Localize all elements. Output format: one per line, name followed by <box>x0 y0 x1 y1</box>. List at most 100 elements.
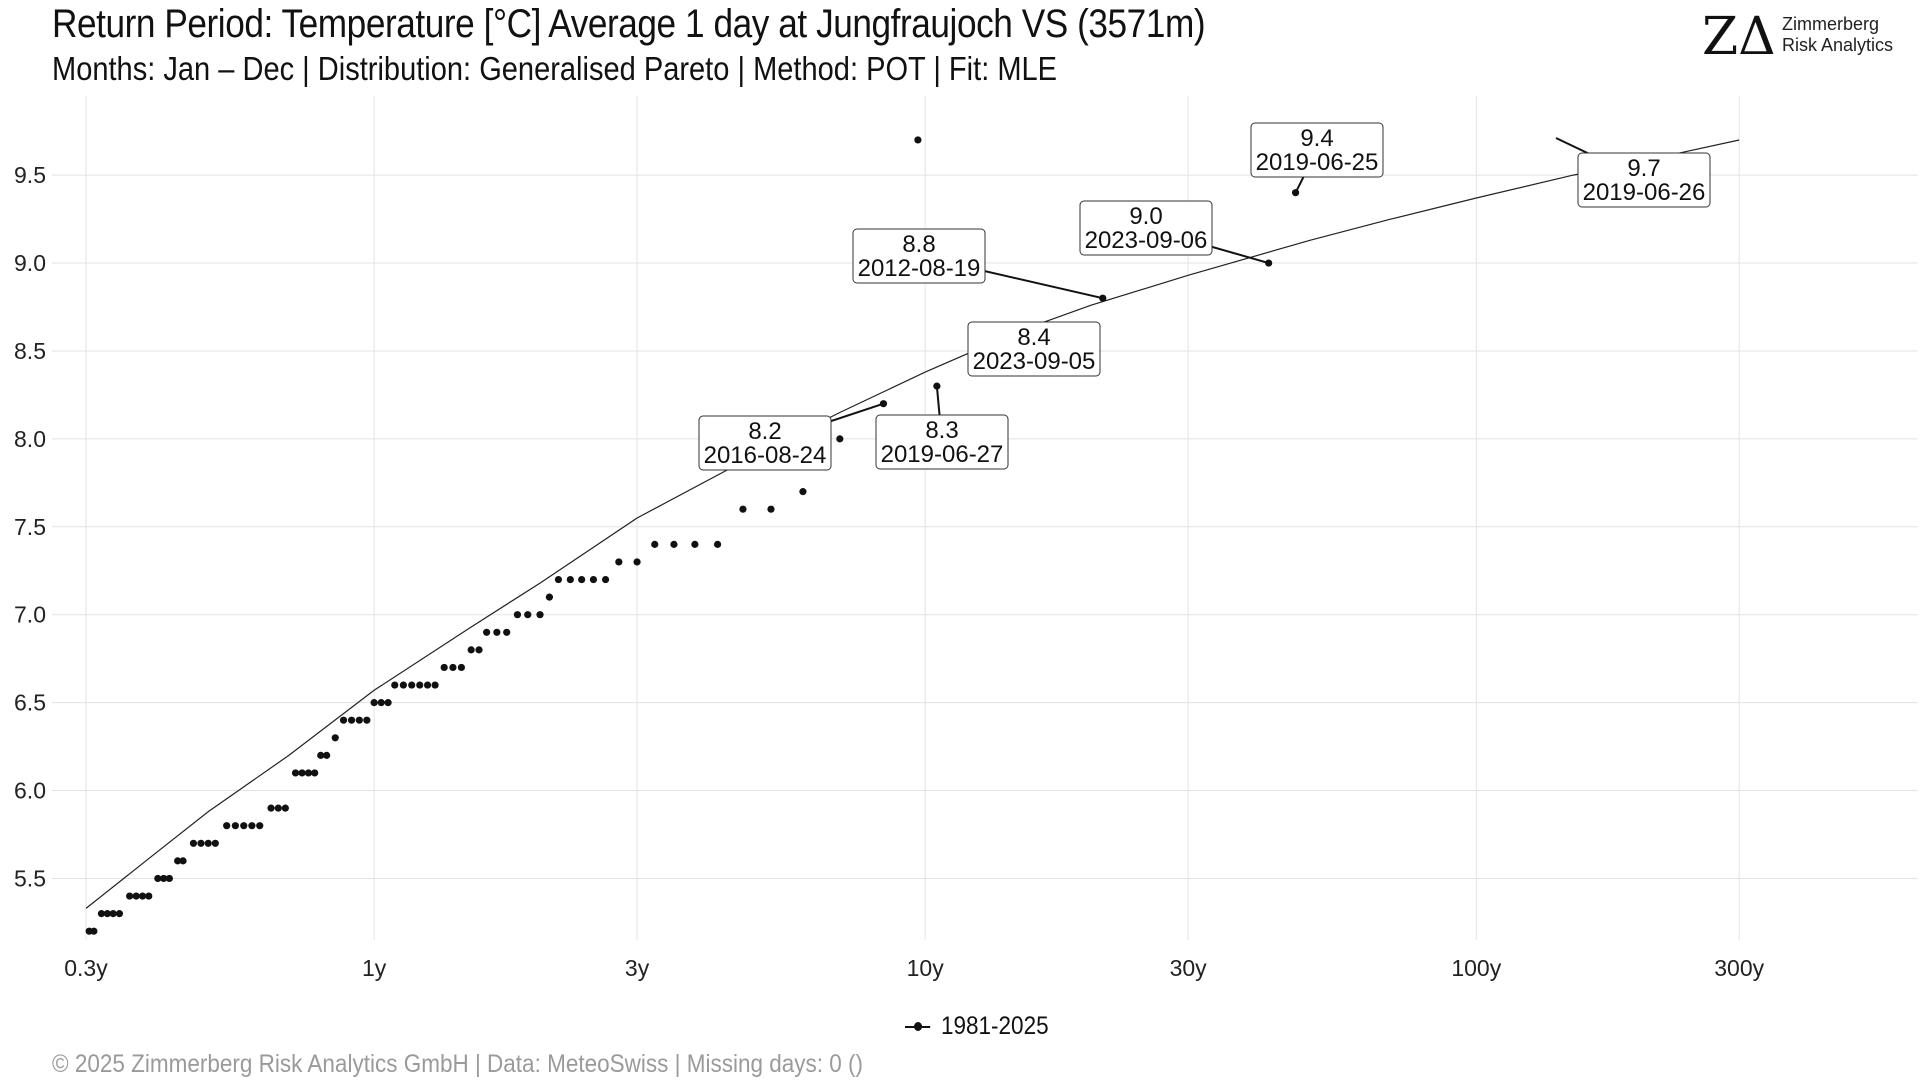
data-point <box>267 804 275 812</box>
y-tick-label: 9.5 <box>14 162 46 188</box>
label-value: 9.0 <box>1129 203 1162 230</box>
data-point <box>799 488 807 496</box>
data-point <box>524 611 532 619</box>
data-point <box>475 646 483 654</box>
data-point <box>347 716 356 724</box>
x-tick-label: 3y <box>625 955 650 981</box>
y-tick-label: 8.0 <box>14 426 46 452</box>
legend-label: 1981-2025 <box>941 1012 1049 1040</box>
data-point <box>416 681 424 689</box>
label-value: 9.4 <box>1300 125 1333 152</box>
data-point <box>248 822 256 830</box>
data-point <box>323 751 331 759</box>
data-point <box>566 575 574 584</box>
data-point <box>355 716 363 724</box>
data-point <box>467 646 475 654</box>
data-point <box>109 910 117 918</box>
logo-line-2: Risk Analytics <box>1782 35 1894 55</box>
label-value: 8.8 <box>902 231 935 258</box>
logo-text: Zimmerberg Risk Analytics <box>1782 14 1893 56</box>
data-point <box>231 822 239 830</box>
data-point <box>536 611 544 619</box>
label-date: 2019-06-26 <box>1583 179 1706 206</box>
data-point <box>739 505 747 513</box>
label-value: 8.4 <box>1017 324 1050 351</box>
data-point <box>493 628 501 636</box>
data-point <box>554 575 563 584</box>
data-point <box>651 540 659 548</box>
data-point <box>160 874 168 883</box>
y-tick-label: 7.5 <box>14 514 46 540</box>
data-point <box>311 769 319 777</box>
label-value: 8.2 <box>748 418 781 445</box>
data-point <box>513 611 522 619</box>
y-axis: 5.5 6.0 6.5 7.0 7.5 8.0 8.5 9.0 9.5 <box>14 162 46 891</box>
data-points <box>85 136 1300 935</box>
data-point <box>408 681 416 689</box>
data-point <box>256 822 264 830</box>
y-tick-label: 9.0 <box>14 250 46 276</box>
label-date: 2012-08-19 <box>858 255 981 282</box>
legend: 1981-2025 <box>905 1012 1049 1041</box>
y-tick-label: 6.0 <box>14 778 46 804</box>
label-date: 2016-08-24 <box>704 442 827 469</box>
data-point <box>431 681 439 689</box>
data-point <box>449 663 457 672</box>
label-date: 2019-06-25 <box>1256 149 1379 176</box>
data-point <box>399 681 407 689</box>
data-point <box>601 575 610 584</box>
data-point <box>423 681 432 689</box>
y-tick-label: 8.5 <box>14 338 46 364</box>
chart-subtitle: Months: Jan – Dec | Distribution: Genera… <box>52 50 1058 87</box>
x-axis: 0.3y 1y 3y 10y 30y 100y 300y <box>64 955 1764 981</box>
label-value: 8.3 <box>925 417 958 444</box>
x-tick-label: 300y <box>1714 955 1764 981</box>
label-date: 2023-09-05 <box>973 348 1096 375</box>
data-point <box>204 839 212 847</box>
label-box <box>967 321 1101 377</box>
label-box <box>875 414 1009 470</box>
data-point <box>223 822 231 830</box>
data-point <box>317 751 325 759</box>
data-point <box>457 663 466 672</box>
data-point <box>589 575 598 584</box>
data-point <box>304 769 313 777</box>
data-point <box>545 593 554 601</box>
company-logo: ZΔ Zimmerberg Risk Analytics <box>1702 8 1902 68</box>
data-point <box>670 540 678 548</box>
data-point <box>440 663 448 672</box>
label-box <box>1577 152 1711 208</box>
data-point <box>165 874 173 883</box>
data-point <box>126 892 134 900</box>
data-point <box>154 874 162 883</box>
data-point <box>189 839 198 847</box>
x-tick-label: 10y <box>907 955 945 981</box>
label-box <box>852 228 986 284</box>
data-point <box>138 892 147 900</box>
label-box <box>698 415 832 471</box>
data-point <box>145 892 153 900</box>
x-tick-label: 100y <box>1451 955 1501 981</box>
data-point <box>391 681 399 689</box>
data-point <box>483 628 491 636</box>
data-point <box>578 575 586 584</box>
data-point <box>298 769 306 777</box>
data-point <box>179 857 187 865</box>
logo-mark: ZΔ <box>1702 7 1776 67</box>
grid <box>52 96 1918 940</box>
data-point <box>331 734 339 742</box>
data-point <box>274 804 282 812</box>
data-point <box>132 892 140 900</box>
x-tick-label: 1y <box>362 955 387 981</box>
label-date: 2019-06-27 <box>881 441 1004 468</box>
data-point <box>767 505 775 513</box>
label-box <box>1079 200 1213 256</box>
data-point <box>713 540 722 548</box>
